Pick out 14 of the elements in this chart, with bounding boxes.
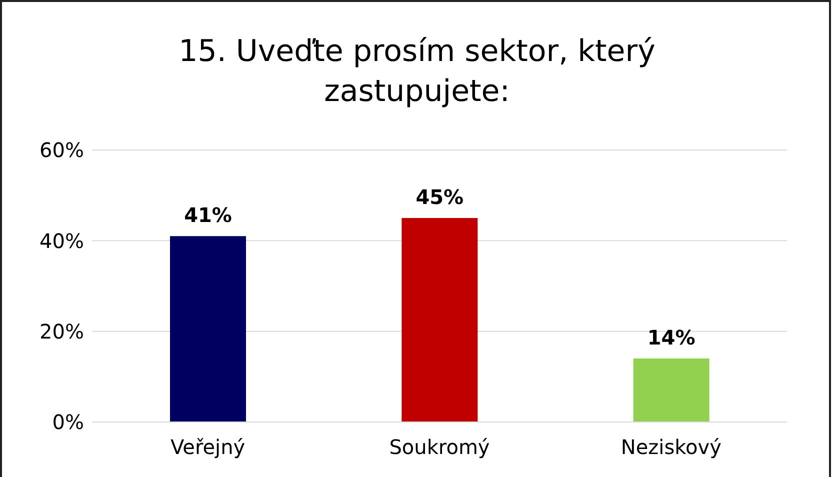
y-tick-label: 20% [40,319,84,344]
bar [170,236,246,422]
data-label: 45% [416,185,464,209]
data-label: 41% [184,203,232,228]
y-tick-label: 0% [52,410,84,434]
y-tick-label: 40% [40,228,84,253]
x-tick-label: Veřejný [170,435,246,460]
data-label: 14% [647,326,696,350]
bar [633,358,710,422]
y-tick-label: 60% [40,138,84,162]
bar [402,218,478,422]
x-tick-label: Soukromý [389,435,490,460]
chart-title: 15. Uveďte prosím sektor, který zastupujete: [178,33,656,111]
x-tick-label: Neziskový [620,435,722,460]
